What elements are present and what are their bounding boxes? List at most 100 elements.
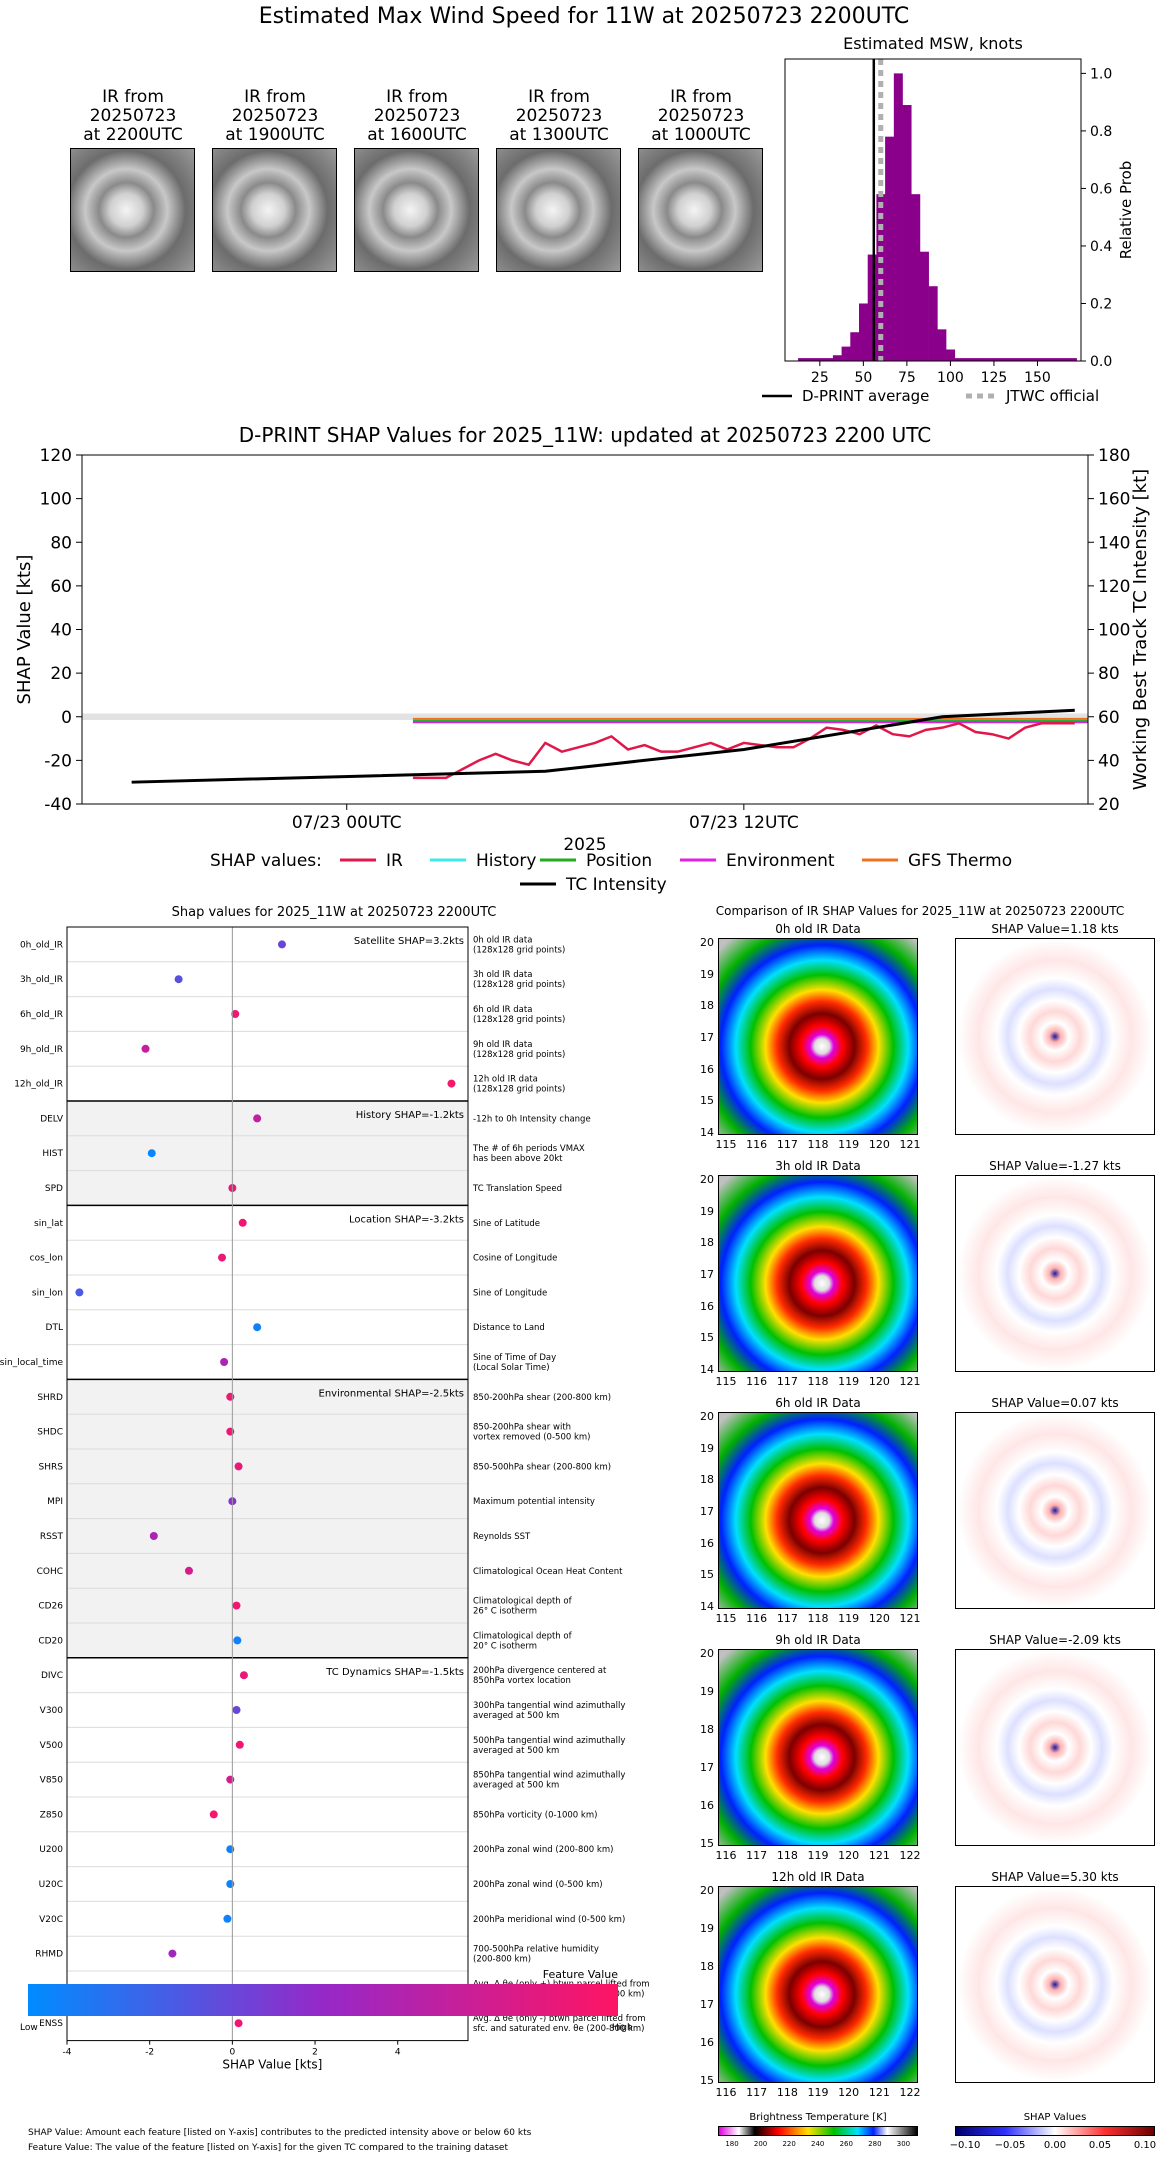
feature-desc: TC Translation Speed bbox=[472, 1184, 562, 1194]
ir-thumbnail-image bbox=[496, 148, 621, 272]
feature-name: CD20 bbox=[38, 1636, 63, 1646]
histogram-bar bbox=[1050, 358, 1060, 361]
shap-map bbox=[955, 1175, 1155, 1372]
ir-panel-title: 9h old IR Data bbox=[775, 1633, 861, 1647]
x-tick-label: 116 bbox=[746, 1138, 768, 1151]
y2-tick-label: 160 bbox=[1098, 490, 1130, 510]
feature-desc: 0h old IR data bbox=[473, 935, 532, 945]
bt-tick-label: 280 bbox=[868, 2140, 882, 2148]
timeseries-title: D-PRINT SHAP Values for 2025_11W: update… bbox=[239, 423, 931, 447]
x-tick-label: 119 bbox=[838, 1138, 860, 1151]
y-tick-label: 17 bbox=[700, 1268, 714, 1281]
legend-label: Environment bbox=[726, 851, 835, 871]
feature-dot bbox=[168, 1949, 177, 1958]
feature-dot bbox=[447, 1079, 456, 1088]
bt-tick-label: 200 bbox=[753, 2140, 768, 2148]
feature-name: COHC bbox=[37, 1567, 63, 1577]
feature-desc: Climatological depth of bbox=[473, 1631, 573, 1641]
shap-map bbox=[955, 938, 1155, 1135]
ir-series-line bbox=[412, 721, 1075, 780]
y2-tick-label: 180 bbox=[1098, 446, 1130, 466]
shap-panel-title: SHAP Value=-2.09 kts bbox=[989, 1633, 1121, 1647]
feature-name: V850 bbox=[40, 1776, 64, 1786]
feature-name: V20C bbox=[39, 1915, 63, 1925]
tc-intensity-line bbox=[131, 708, 1075, 784]
thumbnail-label: IR from 20250723 at 1000UTC bbox=[651, 87, 751, 145]
feature-name: HIST bbox=[42, 1149, 63, 1159]
feature-desc-2: vortex removed (0-500 km) bbox=[473, 1433, 590, 1443]
feature-desc: Distance to Land bbox=[473, 1323, 545, 1333]
feature-desc-2: (200-800 km) bbox=[473, 1955, 531, 1965]
feature-desc-2: sfc. and saturated env. θe (200-800 km) bbox=[473, 2024, 645, 2034]
x-tick-label: 07/23 00UTC bbox=[292, 813, 402, 833]
legend-jtwc-label: JTWC official bbox=[1005, 387, 1099, 405]
x-tick-label: 121 bbox=[899, 1375, 921, 1388]
feature-name: cos_lon bbox=[30, 1254, 63, 1264]
x-tick-label: 117 bbox=[746, 2086, 768, 2099]
histogram-bar bbox=[946, 349, 956, 361]
y-tick-label: 16 bbox=[700, 2036, 714, 2049]
feature-name: DIVC bbox=[41, 1671, 63, 1681]
x-tick-label: 120 bbox=[868, 1138, 890, 1151]
feature-desc: Sine of Longitude bbox=[473, 1288, 547, 1298]
y-tick-label: 19 bbox=[700, 1922, 714, 1935]
feature-name: RHMD bbox=[35, 1950, 63, 1960]
feature-desc: 850-500hPa shear (200-800 km) bbox=[473, 1462, 611, 1472]
feature-dot bbox=[209, 1810, 218, 1819]
feature-name: V500 bbox=[40, 1741, 64, 1751]
y-tick-label: 60 bbox=[50, 577, 72, 597]
y2-tick-label: 140 bbox=[1098, 533, 1130, 553]
x-tick-label: 122 bbox=[899, 1849, 921, 1862]
histogram-bar bbox=[998, 358, 1008, 361]
feature-name: U20C bbox=[39, 1880, 63, 1890]
x-tick-label: 50 bbox=[854, 370, 872, 386]
feature-name: ENSS bbox=[39, 2019, 63, 2029]
x-tick-label: 120 bbox=[868, 1612, 890, 1625]
y-tick-label: 20 bbox=[700, 1884, 714, 1897]
feature-dot bbox=[220, 1358, 229, 1366]
y-tick-label: 20 bbox=[700, 1173, 714, 1186]
histogram-bar bbox=[919, 251, 929, 361]
histogram-bar bbox=[911, 194, 921, 361]
x-tick-label: 117 bbox=[776, 1375, 798, 1388]
x-tick-label: 116 bbox=[746, 1375, 768, 1388]
x-tick-label: 75 bbox=[898, 370, 916, 386]
histogram-bar bbox=[850, 332, 860, 361]
histogram-bar bbox=[1041, 358, 1051, 361]
feature-desc: 850-200hPa shear (200-800 km) bbox=[473, 1393, 611, 1403]
histogram-bar bbox=[876, 194, 886, 361]
feature-desc: 3h old IR data bbox=[473, 970, 532, 980]
y2-tick-label: 20 bbox=[1098, 795, 1120, 815]
feature-name: SHRD bbox=[37, 1393, 63, 1403]
feature-name: 0h_old_IR bbox=[20, 940, 63, 950]
colorbar-low-label: Low bbox=[20, 2023, 38, 2033]
feature-desc: Climatological depth of bbox=[473, 1597, 573, 1607]
ir-thumbnail-image bbox=[70, 148, 195, 272]
shap-timeseries-chart: D-PRINT SHAP Values for 2025_11W: update… bbox=[14, 423, 1151, 895]
feature-desc: 6h old IR data bbox=[473, 1005, 532, 1015]
y2-tick-label: 80 bbox=[1098, 664, 1120, 684]
feature-desc-2: (128x128 grid points) bbox=[473, 980, 565, 990]
bt-colorbar bbox=[718, 2126, 918, 2136]
sv-tick-label: 0.00 bbox=[1043, 2140, 1067, 2151]
histogram-bar bbox=[1007, 358, 1017, 361]
histogram-title: Estimated MSW, knots bbox=[843, 34, 1023, 53]
feature-dot bbox=[234, 1462, 243, 1471]
feature-desc-2: (128x128 grid points) bbox=[473, 1015, 565, 1025]
feature-dot bbox=[226, 1775, 235, 1784]
thumbnail-label: IR from 20250723 at 1900UTC bbox=[225, 87, 325, 145]
feature-name: SPD bbox=[45, 1184, 63, 1194]
y2-tick-label: 100 bbox=[1098, 621, 1130, 641]
y-tick-label: 15 bbox=[700, 1331, 714, 1345]
sv-colorbar-title: SHAP Values bbox=[1023, 2112, 1087, 2123]
feature-desc: Avg. Δ θe (only -) btwn parcel lifted fr… bbox=[473, 2014, 646, 2024]
feature-dot bbox=[253, 1323, 262, 1332]
feature-desc: 700-500hPa relative humidity bbox=[473, 1945, 599, 1955]
feature-dot bbox=[75, 1288, 84, 1297]
histogram-bar bbox=[902, 105, 912, 362]
y-tick-label: 19 bbox=[700, 967, 714, 981]
thumbnail-label: IR from 20250723 at 1600UTC bbox=[367, 87, 467, 145]
x-tick-label: 2 bbox=[312, 2048, 318, 2058]
feature-desc-2: has been above 20kt bbox=[473, 1154, 563, 1164]
y-tick-label: 16 bbox=[700, 1299, 714, 1313]
